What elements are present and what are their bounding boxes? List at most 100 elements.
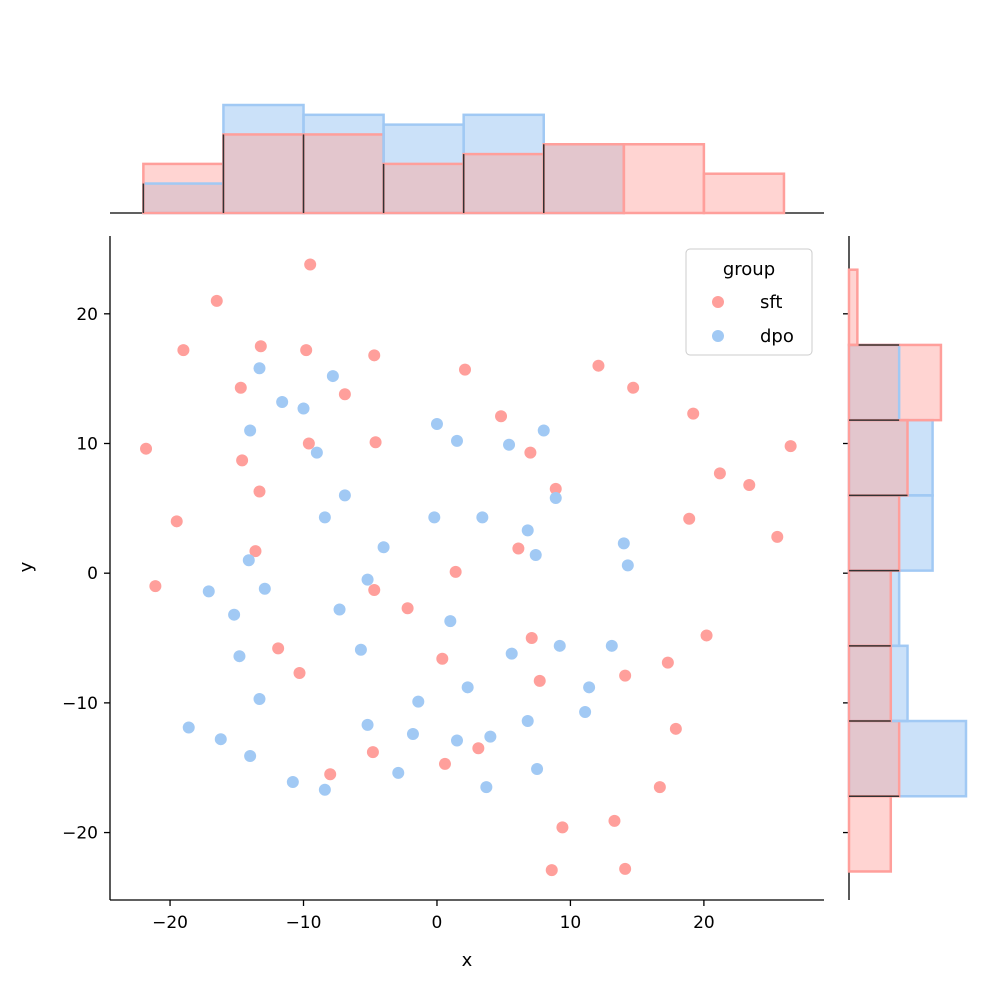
point-sft bbox=[140, 442, 153, 455]
point-dpo bbox=[553, 639, 566, 652]
point-sft bbox=[784, 440, 797, 453]
point-sft bbox=[293, 667, 306, 680]
point-sft bbox=[743, 479, 756, 491]
x-hist-bar-sft bbox=[623, 144, 704, 213]
point-dpo bbox=[377, 541, 390, 554]
point-sft bbox=[700, 629, 713, 642]
point-dpo bbox=[392, 766, 405, 779]
y-hist-bar-overlap bbox=[849, 721, 900, 797]
point-sft bbox=[619, 669, 632, 682]
x-hist-bar-sft bbox=[703, 173, 784, 213]
point-dpo bbox=[310, 446, 323, 459]
point-sft bbox=[683, 512, 696, 525]
point-sft bbox=[177, 344, 190, 357]
x-tick-label: −10 bbox=[286, 913, 322, 933]
point-dpo bbox=[450, 734, 463, 747]
point-sft bbox=[302, 437, 315, 450]
x-hist-outline-sft bbox=[702, 172, 786, 215]
legend-marker-sft bbox=[712, 296, 724, 308]
point-sft bbox=[627, 381, 640, 394]
x-hist-bar-dpo bbox=[383, 124, 464, 164]
y-hist-bar-overlap bbox=[849, 570, 891, 646]
point-dpo bbox=[617, 537, 630, 550]
point-sft bbox=[304, 258, 317, 271]
point-sft bbox=[472, 742, 485, 755]
y-tick-label: −20 bbox=[62, 824, 98, 844]
point-sft bbox=[324, 768, 337, 781]
point-sft bbox=[653, 781, 666, 794]
point-sft bbox=[300, 344, 313, 357]
point-dpo bbox=[428, 511, 441, 524]
point-sft bbox=[545, 864, 558, 877]
y-tick-label: 20 bbox=[76, 305, 98, 325]
y-tick-label: 0 bbox=[87, 564, 98, 584]
point-dpo bbox=[476, 511, 489, 524]
scatter-plot-area: −20 −10 0 10 20 −20 −10 0 10 20 bbox=[62, 236, 824, 933]
legend-box bbox=[685, 248, 813, 356]
y-tick-label: −10 bbox=[62, 694, 98, 714]
x-hist-bar-overlap bbox=[303, 134, 384, 213]
x-marginal-histogram bbox=[110, 103, 824, 215]
point-dpo bbox=[258, 582, 271, 595]
point-dpo bbox=[361, 718, 374, 731]
point-sft bbox=[713, 467, 726, 480]
point-sft bbox=[401, 602, 414, 615]
point-dpo bbox=[583, 681, 596, 694]
point-sft bbox=[368, 349, 381, 362]
main-axes: −20 −10 0 10 20 −20 −10 0 10 20 bbox=[62, 236, 824, 933]
y-hist-bar-dpo bbox=[907, 420, 933, 496]
point-dpo bbox=[276, 396, 289, 408]
point-sft bbox=[549, 482, 562, 495]
point-dpo bbox=[297, 402, 310, 415]
x-hist-bar-overlap bbox=[223, 134, 304, 213]
point-dpo bbox=[521, 715, 534, 728]
point-dpo bbox=[605, 639, 618, 652]
point-dpo bbox=[182, 721, 195, 734]
x-tick-label: 20 bbox=[693, 913, 715, 933]
point-sft bbox=[495, 410, 508, 423]
point-sft bbox=[234, 381, 247, 394]
point-dpo bbox=[461, 681, 474, 694]
point-dpo bbox=[361, 573, 374, 586]
point-sft bbox=[687, 407, 700, 420]
legend-label-dpo: dpo bbox=[760, 326, 794, 347]
y-hist-bar-dpo bbox=[899, 721, 966, 797]
y-hist-bar-sft bbox=[849, 269, 858, 345]
point-sft bbox=[369, 436, 382, 449]
scatter-points bbox=[140, 258, 797, 877]
y-hist-bar-dpo bbox=[890, 570, 900, 646]
point-sft bbox=[210, 294, 223, 307]
point-dpo bbox=[531, 763, 544, 776]
point-dpo bbox=[244, 424, 257, 437]
x-hist-bar-overlap bbox=[143, 183, 224, 213]
y-hist-bar-overlap bbox=[849, 645, 891, 722]
point-dpo bbox=[621, 559, 634, 572]
point-sft bbox=[592, 359, 605, 372]
legend-marker-dpo bbox=[712, 330, 724, 342]
point-dpo bbox=[318, 511, 331, 524]
point-dpo bbox=[253, 692, 266, 705]
point-sft bbox=[438, 757, 451, 770]
point-dpo bbox=[333, 603, 346, 616]
y-axis-label: y bbox=[16, 561, 37, 572]
x-hist-bar-dpo bbox=[223, 105, 304, 135]
y-hist-bar-dpo bbox=[899, 495, 933, 571]
point-dpo bbox=[484, 730, 497, 743]
y-hist-outline-sft bbox=[847, 268, 859, 347]
x-hist-bar-sft bbox=[143, 163, 224, 184]
point-sft bbox=[368, 584, 381, 597]
legend: group sft dpo bbox=[685, 248, 813, 356]
point-sft bbox=[771, 530, 784, 543]
y-tick-label: 10 bbox=[76, 435, 98, 455]
y-hist-bar-sft bbox=[849, 796, 891, 872]
x-tick-label: −20 bbox=[152, 913, 188, 933]
x-tick-label: 0 bbox=[432, 913, 443, 933]
point-sft bbox=[236, 454, 249, 467]
x-hist-bar-overlap bbox=[543, 144, 624, 213]
point-dpo bbox=[354, 643, 367, 656]
x-axis-label: x bbox=[462, 950, 473, 971]
point-dpo bbox=[503, 438, 516, 451]
point-sft bbox=[249, 545, 262, 558]
y-hist-bar-sft bbox=[899, 344, 941, 421]
point-dpo bbox=[521, 524, 534, 537]
